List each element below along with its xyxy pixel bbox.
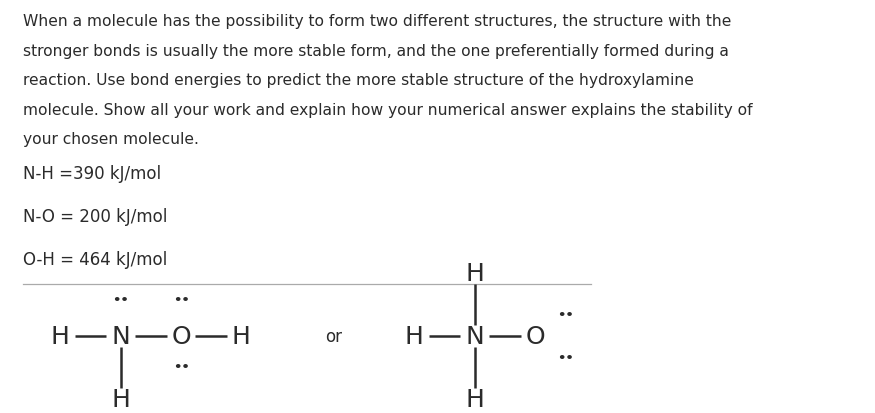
Text: N: N xyxy=(466,324,484,348)
Text: or: or xyxy=(326,327,342,345)
Text: stronger bonds is usually the more stable form, and the one preferentially forme: stronger bonds is usually the more stabl… xyxy=(23,44,728,59)
Text: O: O xyxy=(172,324,191,348)
Text: ••: •• xyxy=(557,309,574,321)
Text: H: H xyxy=(111,387,130,411)
Text: ••: •• xyxy=(557,351,574,364)
Text: O-H = 464 kJ/mol: O-H = 464 kJ/mol xyxy=(23,251,167,268)
Text: H: H xyxy=(51,324,70,348)
Text: reaction. Use bond energies to predict the more stable structure of the hydroxyl: reaction. Use bond energies to predict t… xyxy=(23,73,693,88)
Text: molecule. Show all your work and explain how your numerical answer explains the : molecule. Show all your work and explain… xyxy=(23,102,752,117)
Text: N-O = 200 kJ/mol: N-O = 200 kJ/mol xyxy=(23,208,167,226)
Text: ••: •• xyxy=(112,293,129,306)
Text: H: H xyxy=(466,387,484,411)
Text: N-H =390 kJ/mol: N-H =390 kJ/mol xyxy=(23,165,161,183)
Text: When a molecule has the possibility to form two different structures, the struct: When a molecule has the possibility to f… xyxy=(23,14,731,29)
Text: H: H xyxy=(232,324,251,348)
Text: O: O xyxy=(525,324,545,348)
Text: N: N xyxy=(111,324,130,348)
Text: ••: •• xyxy=(172,293,189,306)
Text: H: H xyxy=(405,324,423,348)
Text: H: H xyxy=(466,261,484,285)
Text: your chosen molecule.: your chosen molecule. xyxy=(23,132,199,147)
Text: ••: •• xyxy=(172,360,189,373)
